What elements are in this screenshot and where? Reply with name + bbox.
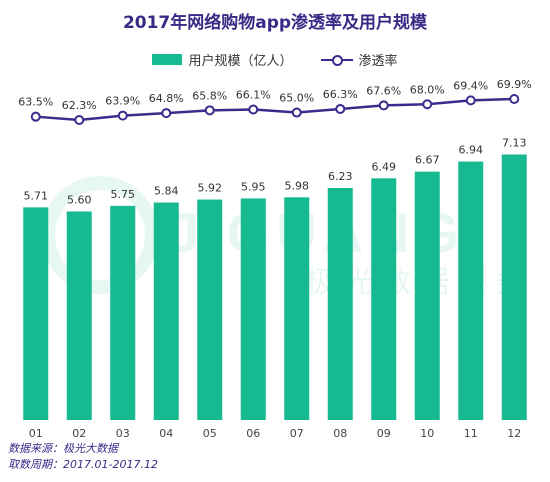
bar-03 [110, 205, 136, 420]
line-point-08 [335, 103, 346, 114]
bar-value-label-10: 6.67 [415, 154, 440, 167]
bar-value-label-09: 6.49 [372, 160, 397, 173]
chart-title: 2017年网络购物app渗透率及用户规模 [122, 13, 428, 33]
x-tick-label-12: 12 [507, 427, 521, 440]
x-tick-label-07: 07 [290, 427, 304, 440]
line-value-label-09: 67.6% [366, 84, 401, 97]
line-point-04 [161, 108, 172, 119]
x-tick-label-11: 11 [464, 427, 478, 440]
legend-swatch-line [320, 54, 353, 66]
x-tick-label-01: 01 [29, 427, 43, 440]
line-value-label-03: 63.9% [105, 95, 140, 108]
penetration-line [35, 97, 515, 122]
line-value-label-06: 66.1% [236, 89, 271, 102]
line-value-label-08: 66.3% [323, 88, 358, 101]
bar-08 [327, 187, 353, 420]
chart-legend: 用户规模（亿人） 渗透率 [0, 50, 550, 69]
line-value-label-10: 68.0% [410, 83, 445, 96]
bar-value-label-08: 6.23 [328, 170, 353, 183]
data-period: 取数周期：2017.01-2017.12 [8, 458, 158, 471]
line-value-label-07: 65.0% [279, 92, 314, 105]
line-point-03 [117, 110, 128, 121]
x-tick-label-02: 02 [72, 427, 86, 440]
bar-value-label-02: 5.60 [67, 193, 92, 206]
line-point-01 [30, 111, 41, 122]
x-tick-label-05: 05 [203, 427, 217, 440]
bar-value-label-03: 5.75 [111, 188, 136, 201]
line-value-label-01: 63.5% [18, 96, 53, 109]
line-value-label-12: 69.9% [497, 78, 532, 91]
x-tick-label-03: 03 [116, 427, 130, 440]
line-point-10 [422, 99, 433, 110]
bar-01 [23, 207, 49, 420]
line-value-label-04: 64.8% [149, 92, 184, 105]
line-value-label-02: 62.3% [62, 99, 97, 112]
bar-value-label-11: 6.94 [459, 144, 484, 157]
bar-value-label-05: 5.92 [198, 182, 223, 195]
bar-value-label-04: 5.84 [154, 185, 179, 198]
bar-09 [371, 178, 397, 420]
line-point-05 [204, 105, 215, 116]
bar-value-label-12: 7.13 [502, 136, 527, 149]
bar-06 [240, 198, 266, 420]
x-tick-label-09: 09 [377, 427, 391, 440]
line-value-label-05: 65.8% [192, 89, 227, 102]
line-point-07 [291, 107, 302, 118]
line-point-02 [74, 115, 85, 125]
x-tick-label-08: 08 [333, 427, 347, 440]
legend-item-penetration: 渗透率 [320, 50, 398, 69]
line-point-06 [248, 104, 259, 115]
line-value-label-11: 69.4% [453, 79, 488, 92]
x-tick-label-10: 10 [420, 427, 434, 440]
legend-swatch-bar [152, 54, 183, 65]
bar-05 [197, 199, 223, 420]
chart-footer: 数据来源：极光大数据 取数周期：2017.01-2017.12 [8, 441, 158, 473]
bar-04 [153, 202, 179, 420]
line-point-11 [465, 95, 476, 106]
bar-value-label-01: 5.71 [24, 189, 49, 202]
bar-07 [284, 197, 310, 420]
legend-label-users: 用户规模（亿人） [188, 54, 293, 69]
x-tick-label-06: 06 [246, 427, 260, 440]
line-point-09 [378, 100, 389, 111]
bar-10 [414, 171, 440, 420]
bar-value-label-07: 5.98 [285, 179, 310, 192]
line-point-12 [509, 94, 520, 104]
bar-11 [458, 161, 484, 421]
legend-item-users: 用户规模（亿人） [152, 50, 293, 69]
x-tick-label-04: 04 [159, 427, 173, 440]
bar-12 [501, 154, 527, 420]
bar-02 [66, 211, 92, 420]
data-source: 数据来源：极光大数据 [8, 442, 118, 455]
bar-value-label-06: 5.95 [241, 180, 266, 193]
legend-label-penetration: 渗透率 [358, 54, 398, 69]
